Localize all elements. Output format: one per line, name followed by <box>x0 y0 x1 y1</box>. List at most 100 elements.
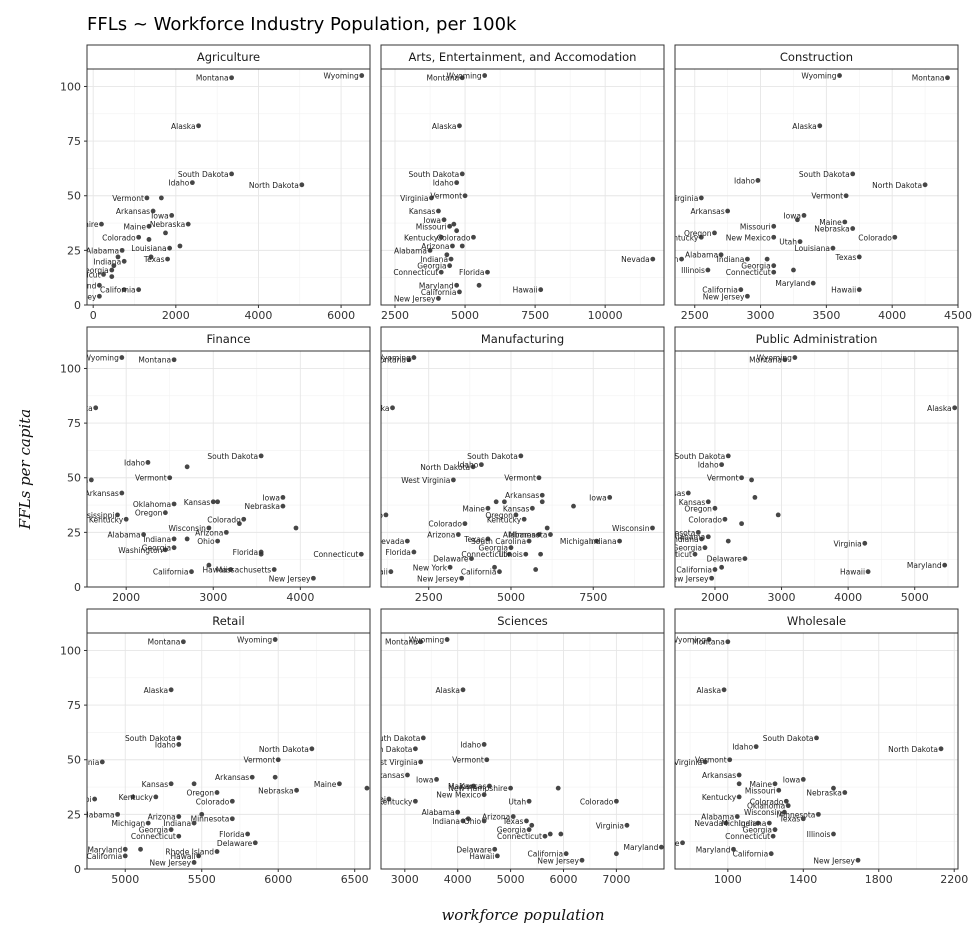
point-label-colorado: Colorado <box>102 233 136 242</box>
y-tick-label: 75 <box>67 135 81 148</box>
point-label-wyoming: Wyoming <box>237 636 272 645</box>
data-point-alaska <box>457 123 462 128</box>
data-point <box>185 464 190 469</box>
point-label-vermont: Vermont <box>695 756 727 765</box>
point-label-new-jersey: New Jersey <box>813 856 855 865</box>
point-label-arkansas: Arkansas <box>85 489 119 498</box>
point-label-colorado: Colorado <box>437 233 471 242</box>
data-point-minnesota <box>816 812 821 817</box>
data-point-vermont <box>484 757 489 762</box>
panel-sciences: SciencesMontanaWyomingAlaskaSouth Dakota… <box>346 609 664 886</box>
data-point-iowa <box>434 777 439 782</box>
data-point-idaho <box>146 460 151 465</box>
point-label-virginia: Virginia <box>400 194 428 203</box>
point-label-alaska: Alaska <box>792 122 817 131</box>
data-point-missouri <box>447 224 452 229</box>
point-label-arizona: Arizona <box>427 531 455 540</box>
x-tick-label: 2500 <box>415 591 443 604</box>
gridlines <box>87 69 370 305</box>
x-tick-label: 3000 <box>391 873 419 886</box>
point-label-alaska: Alaska <box>927 404 952 413</box>
point-label-minnesota: Minnesota <box>191 815 230 824</box>
point-label-wyoming: Wyoming <box>324 72 359 81</box>
data-point-arkansas <box>119 491 124 496</box>
data-point-idaho <box>482 742 487 747</box>
point-label-north-dakota: North Dakota <box>872 181 922 190</box>
data-point-delaware <box>743 556 748 561</box>
point-label-kentucky: Kentucky <box>89 515 124 524</box>
point-label-iowa: Iowa <box>783 775 801 784</box>
data-point-colorado <box>471 235 476 240</box>
point-label-south-dakota: South Dakota <box>675 452 726 461</box>
point-label-arkansas: Arkansas <box>370 771 404 780</box>
data-point <box>477 283 482 288</box>
data-point-new-york <box>448 565 453 570</box>
data-point-oregon <box>215 790 220 795</box>
data-point-connecticut <box>771 270 776 275</box>
data-point-virginia <box>862 541 867 546</box>
point-label-iowa: Iowa <box>783 211 801 220</box>
data-point-south-dakota <box>850 171 855 176</box>
data-point-alaska <box>952 405 957 410</box>
point-label-alabama: Alabama <box>108 531 141 540</box>
point-label-nevada: Nevada <box>694 819 723 828</box>
data-point-arizona <box>456 532 461 537</box>
data-point <box>494 499 499 504</box>
point-label-virginia: Virginia <box>833 539 861 548</box>
data-layer: Wyoming MontanaAlaskaSouth DakotaIdahoVir… <box>60 354 364 584</box>
x-tick-label: 1800 <box>865 873 893 886</box>
x-tick-label: 4000 <box>834 591 862 604</box>
point-label-north-dakota: North Dakota <box>249 181 299 190</box>
x-tick-label: 2500 <box>681 309 709 322</box>
data-point-kansas <box>169 781 174 786</box>
point-label-illinois: Illinois <box>681 266 705 275</box>
point-label-south-dakota: South Dakota <box>370 734 421 743</box>
data-point <box>138 847 143 852</box>
data-point-arkansas <box>250 775 255 780</box>
point-label-maine: Maine <box>462 504 485 513</box>
data-point-virginia <box>89 478 94 483</box>
x-tick-label: 5000 <box>451 309 479 322</box>
point-label-north-dakota: North Dakota <box>259 745 309 754</box>
point-label-vermont: Vermont <box>811 192 843 201</box>
data-point-montana <box>725 639 730 644</box>
point-label-louisiana: Louisiana <box>131 244 166 253</box>
point-label-indiana: Indiana <box>93 257 121 266</box>
point-label-maryland: Maryland <box>907 561 942 570</box>
point-label-maine: Maine <box>123 222 146 231</box>
data-point <box>273 775 278 780</box>
point-label-kentucky: Kentucky <box>119 793 154 802</box>
data-point-arizona <box>450 244 455 249</box>
point-label-massachusetts: Massachusetts <box>216 566 272 575</box>
point-label-connecticut: Connecticut <box>393 268 438 277</box>
x-axis-title: workforce population <box>441 906 604 924</box>
data-point-vermont <box>739 475 744 480</box>
data-point-new-hampshire <box>99 222 104 227</box>
data-point-alaska <box>817 123 822 128</box>
data-point-mississippi <box>92 797 97 802</box>
y-tick-label: 75 <box>67 417 81 430</box>
data-point <box>294 526 299 531</box>
data-point-delaware <box>253 840 258 845</box>
data-point-nebraska <box>186 222 191 227</box>
point-label-montana: Montana <box>148 638 181 647</box>
point-label-alaska: Alaska <box>365 404 390 413</box>
point-label-iowa: Iowa <box>589 493 607 502</box>
point-label-utah: Utah <box>508 797 526 806</box>
data-point-vermont <box>844 193 849 198</box>
point-label-alabama: Alabama <box>86 246 119 255</box>
data-point-new-jersey <box>745 294 750 299</box>
data-point-alaska <box>169 687 174 692</box>
data-point-florida <box>485 270 490 275</box>
point-label-indiana: Indiana <box>143 535 171 544</box>
point-label-texas: Texas <box>835 253 857 262</box>
data-point-florida <box>245 832 250 837</box>
point-label-new-mexico: New Mexico <box>436 791 481 800</box>
point-label-new-jersey: New Jersey <box>667 574 709 583</box>
data-point-georgia <box>771 263 776 268</box>
point-label-colorado: Colorado <box>428 520 462 529</box>
data-point-kansas <box>211 499 216 504</box>
data-point-arkansas <box>737 773 742 778</box>
data-point-oregon <box>163 510 168 515</box>
data-point-idaho <box>479 462 484 467</box>
